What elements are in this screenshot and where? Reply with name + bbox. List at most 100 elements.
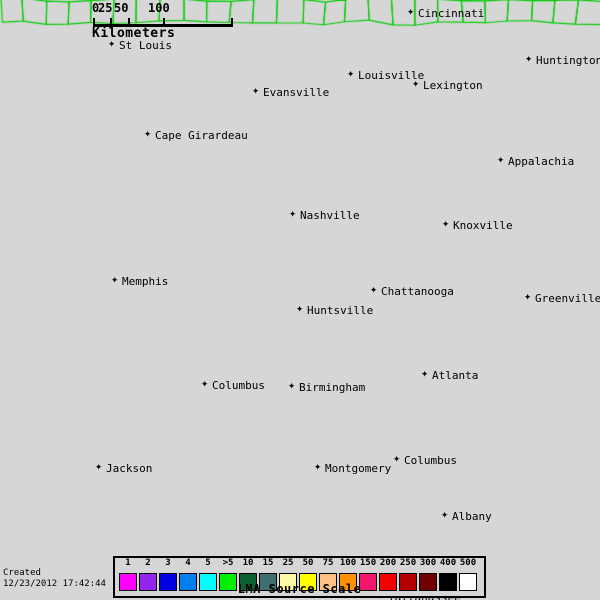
- legend-entry-swatch: [279, 573, 297, 591]
- legend-entry-75[interactable]: 75: [318, 559, 338, 591]
- legend-entry-label: 50: [302, 558, 314, 568]
- city-marker-star-icon: ✦: [108, 36, 116, 50]
- legend-entry-swatch: [299, 573, 317, 591]
- scale-tick-mark-4: [231, 18, 233, 27]
- legend-entry-200[interactable]: 200: [378, 559, 398, 591]
- legend-entry-swatch: [459, 573, 477, 591]
- created-label: Created: [3, 568, 41, 578]
- city-label-columbus[interactable]: ✦ Columbus: [201, 377, 265, 392]
- legend-entry-swatch: [179, 573, 197, 591]
- city-name: Atlanta: [432, 369, 479, 382]
- scale-tick-mark-0: [93, 18, 95, 27]
- city-label-atlanta[interactable]: ✦ Atlanta: [421, 367, 479, 382]
- city-label-birmingham[interactable]: ✦ Birmingham: [288, 379, 366, 394]
- legend-entry-swatch: [319, 573, 337, 591]
- city-name: Nashville: [300, 209, 360, 222]
- city-name: Jackson: [106, 462, 153, 475]
- city-label-louisville[interactable]: ✦ Louisville: [347, 67, 424, 81]
- legend-entry-25[interactable]: 25: [278, 559, 298, 591]
- legend-entry-100[interactable]: 100: [338, 559, 358, 591]
- legend-entry-label: 3: [165, 558, 171, 568]
- legend-entry-swatch: [439, 573, 457, 591]
- legend-entry-4[interactable]: 4: [178, 559, 198, 591]
- city-label-chattanooga[interactable]: ✦ Chattanooga: [370, 283, 454, 298]
- legend-entry-gt5[interactable]: >5: [218, 559, 238, 591]
- city-marker-star-icon: ✦: [412, 76, 420, 90]
- city-label-memphis[interactable]: ✦ Memphis: [111, 273, 168, 287]
- legend-entry-300[interactable]: 300: [418, 559, 438, 591]
- city-marker-star-icon: ✦: [296, 301, 304, 315]
- legend-entry-50[interactable]: 50: [298, 559, 318, 591]
- legend-entry-label: 200: [379, 558, 397, 568]
- legend-entry-label: 15: [262, 558, 274, 568]
- city-marker-star-icon: ✦: [288, 378, 296, 392]
- legend-entry-3[interactable]: 3: [158, 559, 178, 591]
- legend-entry-1[interactable]: 1: [118, 559, 138, 591]
- city-marker-star-icon: ✦: [525, 51, 533, 65]
- city-name: Chattanooga: [381, 285, 454, 298]
- city-name: Cincinnati: [418, 7, 485, 20]
- legend-entry-250[interactable]: 250: [398, 559, 418, 591]
- legend-entry-label: 4: [185, 558, 191, 568]
- city-marker-star-icon: ✦: [441, 507, 449, 521]
- city-label-huntington[interactable]: ✦ Huntington: [525, 52, 600, 67]
- created-timestamp: 12/23/2012 17:42:44: [3, 579, 106, 589]
- city-name: Montgomery: [325, 462, 392, 475]
- legend-entry-swatch: [199, 573, 217, 591]
- scale-tick-mark-3: [163, 18, 165, 27]
- city-label-lexington[interactable]: ✦ Lexington: [412, 77, 483, 91]
- scale-bar-graphic: [93, 16, 233, 27]
- city-marker-star-icon: ✦: [144, 126, 152, 140]
- city-marker-star-icon: ✦: [442, 216, 450, 230]
- city-name: Albany: [452, 510, 492, 523]
- legend-swatch-row: 1 2 3 4 5 >5 10 15 25 50 75 100 150 200 250 300 400 500: [118, 559, 478, 591]
- city-name: Columbus: [404, 454, 457, 467]
- legend-entry-swatch: [139, 573, 157, 591]
- legend-entry-5[interactable]: 5: [198, 559, 218, 591]
- legend-entry-15[interactable]: 15: [258, 559, 278, 591]
- legend-entry-swatch: [359, 573, 377, 591]
- legend-entry-swatch: [399, 573, 417, 591]
- scale-bar: 0 25 50 100 Kilometers: [92, 1, 237, 41]
- city-label-albany[interactable]: ✦ Albany: [441, 508, 492, 523]
- scale-tick-mark-1: [110, 18, 112, 27]
- legend-entry-swatch: [339, 573, 357, 591]
- city-label-nashville[interactable]: ✦ Nashville: [289, 207, 360, 222]
- city-marker-star-icon: ✦: [111, 272, 119, 286]
- city-label-jackson[interactable]: ✦ Jackson: [95, 460, 153, 475]
- city-label-huntsville[interactable]: ✦ Huntsville: [296, 302, 373, 316]
- city-label-cincinnati[interactable]: ✦ Cincinnati: [407, 5, 485, 20]
- legend-title: LMA Source Scale: [237, 582, 362, 596]
- city-marker-star-icon: ✦: [524, 289, 532, 303]
- city-marker-star-icon: ✦: [347, 66, 355, 80]
- legend-entry-label: 500: [459, 558, 477, 568]
- city-label-cape-girardeau[interactable]: ✦ Cape Girardeau: [144, 127, 248, 141]
- scale-tick-25: 25: [98, 1, 113, 15]
- city-name: St Louis: [119, 39, 172, 52]
- city-label-greenville[interactable]: ✦ Greenville: [524, 290, 600, 305]
- city-marker-star-icon: ✦: [421, 366, 429, 380]
- legend-entry-swatch: [219, 573, 237, 591]
- city-marker-star-icon: ✦: [370, 282, 378, 296]
- city-label-knoxville[interactable]: ✦ Knoxville: [442, 217, 513, 231]
- legend-entry-500[interactable]: 500: [458, 559, 478, 591]
- legend-entry-2[interactable]: 2: [138, 559, 158, 591]
- legend-entry-10[interactable]: 10: [238, 559, 258, 591]
- legend-entry-150[interactable]: 150: [358, 559, 378, 591]
- city-name: Greenville: [535, 292, 600, 305]
- city-label-montgomery[interactable]: ✦ Montgomery: [314, 460, 392, 475]
- city-marker-star-icon: ✦: [201, 376, 209, 390]
- city-name: Columbus: [212, 379, 265, 392]
- city-name: Huntington: [536, 54, 600, 67]
- legend-entry-label: 10: [242, 558, 254, 568]
- legend-entry-400[interactable]: 400: [438, 559, 458, 591]
- legend-entry-swatch: [379, 573, 397, 591]
- city-label-columbus[interactable]: ✦ Columbus: [393, 452, 457, 467]
- city-label-evansville[interactable]: ✦ Evansville: [252, 84, 329, 98]
- city-name: Birmingham: [299, 381, 366, 394]
- city-label-appalachia[interactable]: ✦ Appalachia: [497, 153, 574, 167]
- legend-entry-label: 300: [419, 558, 437, 568]
- city-label-st-louis[interactable]: ✦ St Louis: [108, 37, 172, 52]
